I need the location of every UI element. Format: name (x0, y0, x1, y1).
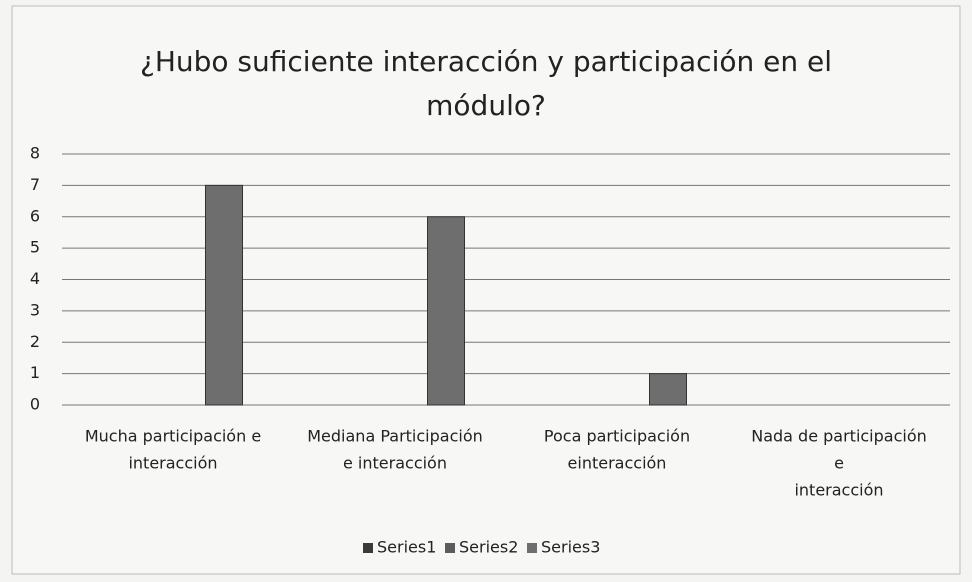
y-tick-label: 7 (30, 175, 40, 194)
x-tick-label: Poca participación (544, 427, 690, 446)
y-tick-label: 5 (30, 238, 40, 257)
bar (205, 184, 243, 406)
y-tick-label: 2 (30, 332, 40, 351)
legend-label: Series3 (541, 538, 600, 557)
legend-label: Series1 (377, 538, 436, 557)
y-tick-label: 1 (30, 363, 40, 382)
y-tick-label: 4 (30, 269, 40, 288)
x-tick-label: Mediana Participación (307, 427, 483, 446)
y-tick-label: 0 (30, 395, 40, 414)
legend-swatch (363, 543, 373, 553)
bar (427, 216, 465, 406)
x-tick-label: interacción (794, 481, 883, 500)
legend-swatch (527, 543, 537, 553)
x-tick-label: Mucha participación e (85, 427, 261, 446)
chart-title: ¿Hubo suficiente interacción y participa… (139, 45, 833, 122)
x-tick-label: e (834, 454, 844, 473)
legend-swatch (445, 543, 455, 553)
y-tick-label: 8 (30, 144, 40, 163)
legend-label: Series2 (459, 538, 518, 557)
chart-frame (11, 5, 961, 575)
y-tick-label: 3 (30, 300, 40, 319)
x-tick-label: Nada de participación (751, 427, 927, 446)
y-tick-label: 6 (30, 206, 40, 225)
x-tick-label: e interacción (343, 454, 447, 473)
x-tick-label: interacción (128, 454, 217, 473)
bar (649, 373, 687, 406)
x-tick-label: einteracción (568, 454, 667, 473)
